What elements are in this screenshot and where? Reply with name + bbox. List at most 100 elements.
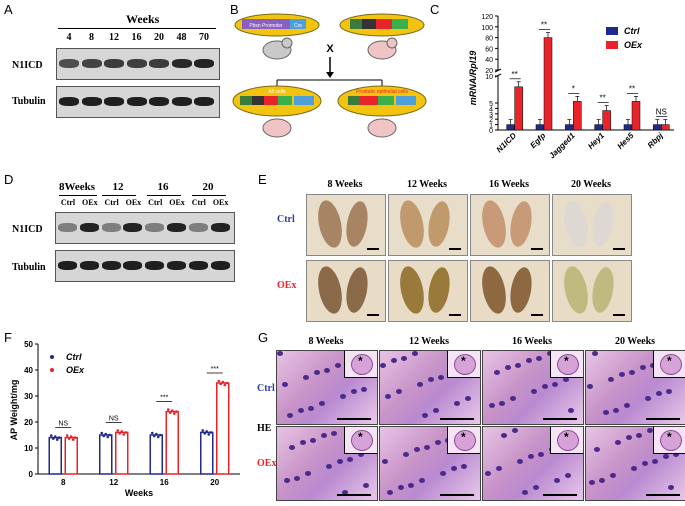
panel-f-xlabel: Weeks [125, 488, 153, 498]
nucleus [512, 428, 518, 433]
nucleus [626, 435, 632, 440]
nucleus [610, 473, 616, 478]
panel-f-weight-chart: 0 10 20 30 40 50 AP Weight/mg Weeks 8 NS 12 NS 16 ***… [9, 340, 240, 498]
panel-d-tubulin-band [58, 261, 77, 270]
panel-e-row-oex: OEx [277, 280, 297, 291]
nucleus [387, 490, 393, 495]
panel-c-ytick: 120 [481, 14, 493, 21]
nucleus [568, 408, 574, 413]
panel-f-point [156, 435, 160, 439]
panel-d-tubulin-band [188, 261, 208, 270]
prostate-lobe-right [507, 265, 535, 315]
panel-a-n1icd-band [194, 59, 214, 68]
panel-f-point [172, 412, 176, 415]
panel-g-inset: * [344, 351, 377, 378]
prostate-lobe-right [343, 199, 371, 249]
nucleus [608, 377, 614, 382]
panel-e-gland-photo [552, 194, 632, 256]
panel-f-point [49, 434, 53, 437]
panel-f-ylabel: AP Weight/mg [9, 380, 19, 441]
panel-f-point [57, 436, 61, 439]
panel-f-point [122, 433, 126, 436]
nucleus [396, 389, 402, 394]
panel-f-point [217, 379, 221, 383]
panel-f-legend-swatch [50, 368, 54, 372]
nucleus [417, 382, 423, 387]
panel-c-ytick: 80 [485, 36, 493, 43]
panel-f-point [221, 380, 225, 384]
nucleus [656, 391, 662, 396]
panel-g-inset: * [447, 351, 480, 378]
nucleus [522, 490, 528, 495]
nucleus [565, 473, 571, 478]
panel-c-ytick: 0 [489, 128, 493, 135]
nucleus [494, 370, 500, 375]
nucleus [440, 471, 446, 476]
nucleus [505, 365, 511, 370]
prostate-lobe-left [396, 198, 428, 250]
inset-gland [660, 430, 682, 451]
panel-f-point [174, 410, 178, 413]
panel-g-row-ctrl: Ctrl [257, 383, 275, 394]
panel-f-bar-oex [115, 431, 129, 475]
panel-f-point [223, 383, 227, 387]
nucleus [603, 410, 609, 415]
nucleus [303, 375, 309, 380]
prostate-lobe-left [478, 264, 510, 316]
panel-c-ytick: 60 [485, 46, 493, 53]
prostate-lobe-left [478, 198, 510, 250]
nucleus [636, 433, 642, 438]
panel-f-ytick: 10 [24, 444, 33, 453]
inset-asterisk: * [564, 430, 569, 444]
panel-f-point [55, 438, 59, 441]
panel-f-significance: NS [58, 421, 68, 428]
scale-bar [543, 494, 577, 496]
nucleus [340, 394, 346, 399]
nucleus [489, 403, 495, 408]
panel-f-ytick: 30 [24, 392, 33, 401]
nucleus [554, 478, 560, 483]
panel-e-gland-photo [388, 194, 468, 256]
nucleus [305, 471, 311, 476]
panel-letter-b: B [230, 2, 239, 17]
panel-g-he-image: * [585, 350, 685, 425]
parent-mouse-cre: Pbsn Promoter Cre [234, 13, 320, 60]
panel-d-week-group: 12 [112, 181, 124, 193]
panel-d-lane-label: OEx [169, 198, 185, 207]
panel-g-column-header: 20 Weeks [614, 336, 656, 347]
panel-g-he-image: * [379, 350, 481, 425]
panel-d-lane-label: OEx [125, 198, 142, 207]
panel-d-n1icd-band [123, 223, 143, 232]
panel-f-xtick: 8 [61, 478, 66, 487]
panel-d-week-group: 16 [157, 181, 169, 193]
panel-d-tubulin-band [101, 261, 121, 270]
parent-mouse-n1icd [339, 13, 425, 60]
nucleus [652, 459, 658, 464]
nucleus [538, 452, 544, 457]
scale-bar [440, 418, 474, 420]
panel-d-week-underline [59, 195, 97, 196]
panel-a-n1icd-band [59, 59, 79, 68]
panel-a-tubulin-band [59, 97, 79, 106]
panel-d-n1icd-band [58, 223, 77, 232]
prostate-lobe-right [589, 265, 617, 315]
panel-a-row-tubulin: Tubulin [12, 96, 46, 107]
panel-c-bar-ctrl [506, 124, 515, 131]
panel-c-legend-label: OEx [624, 40, 643, 50]
nucleus [300, 440, 306, 445]
panel-f-xtick: 20 [210, 478, 219, 487]
nucleus [673, 452, 679, 457]
panel-d-week-group: 20 [202, 181, 214, 193]
nucleus [599, 478, 605, 483]
panel-e-gland-photo [470, 194, 550, 256]
nucleus [438, 375, 444, 380]
panel-f-point [102, 434, 106, 438]
panel-c-ytick: 4 [489, 106, 493, 113]
nucleus [331, 431, 337, 436]
nucleus [563, 377, 569, 382]
panel-a-week-label: 70 [199, 32, 209, 43]
panel-d-lane-label: OEx [82, 198, 98, 207]
panel-a-tubulin-band [194, 97, 214, 106]
nucleus [319, 401, 325, 406]
nucleus [403, 452, 409, 457]
